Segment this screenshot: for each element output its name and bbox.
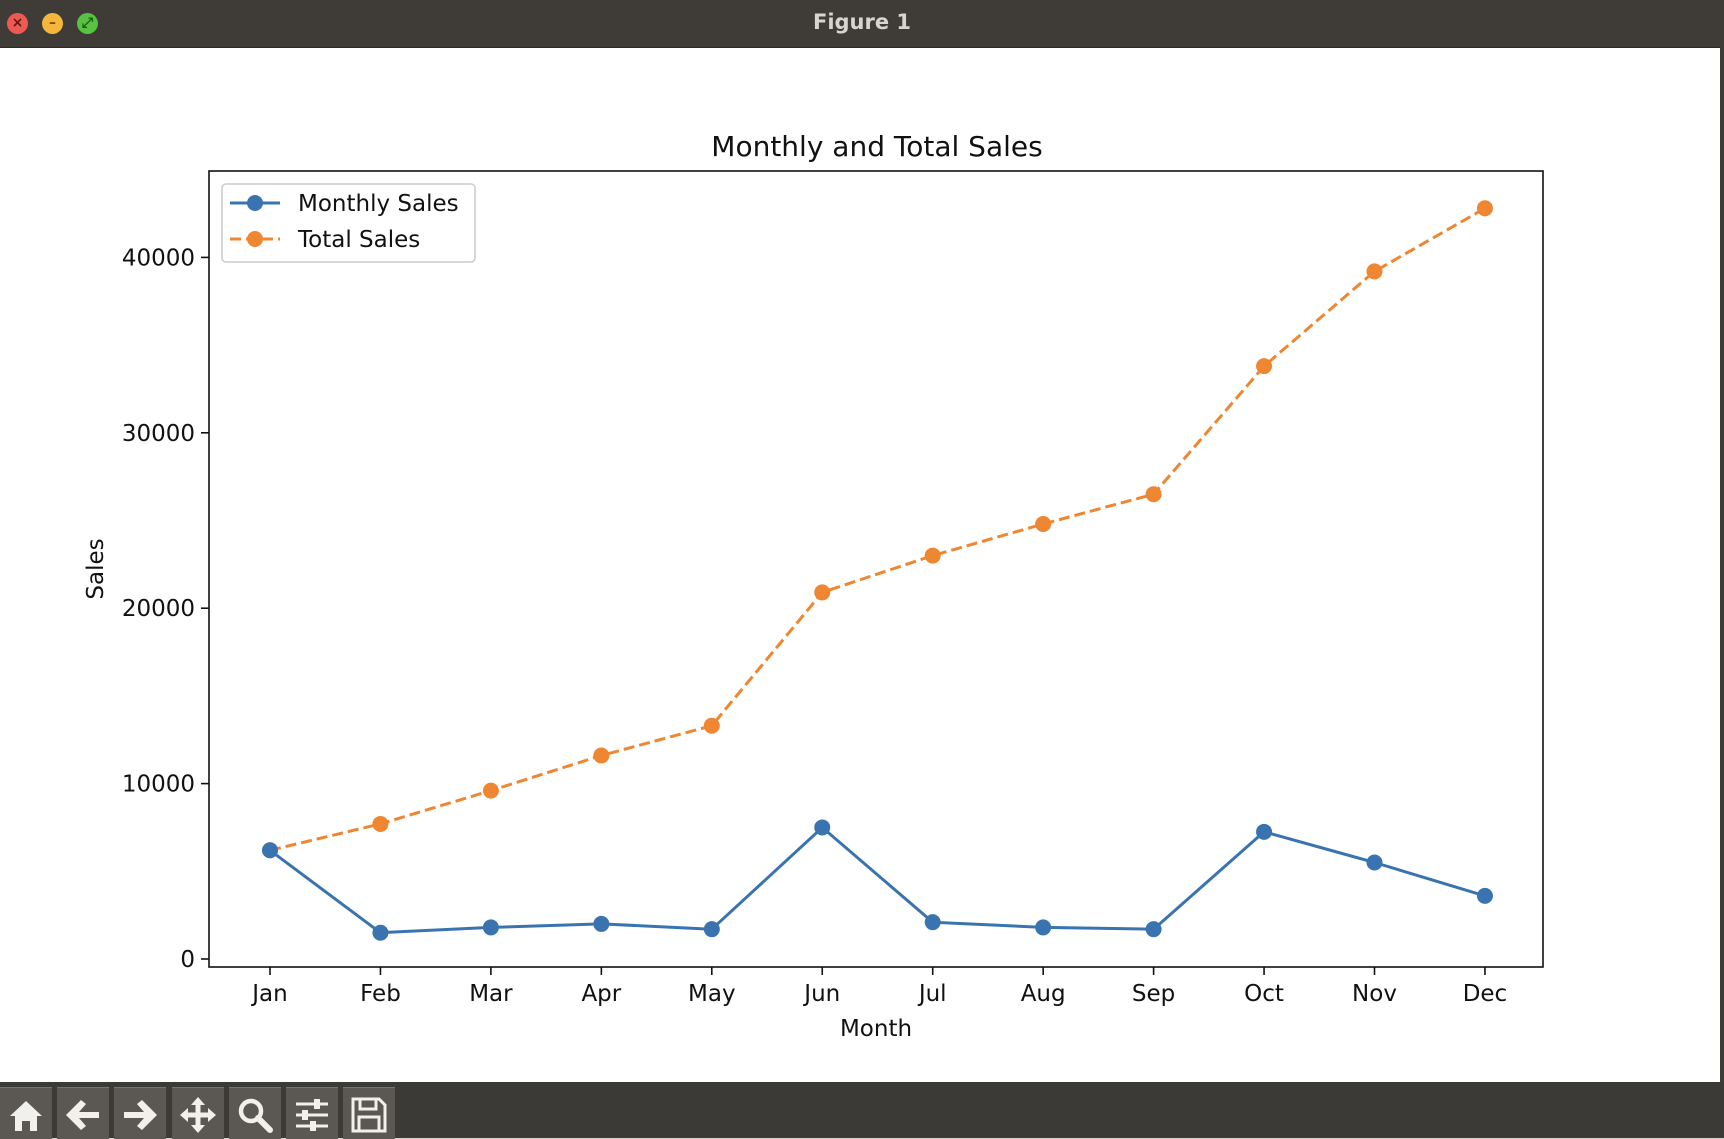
legend-label-monthly: Monthly Sales bbox=[298, 191, 459, 217]
data-point-monthly bbox=[1145, 921, 1162, 938]
close-button[interactable]: × bbox=[7, 13, 28, 34]
back-button[interactable] bbox=[57, 1087, 109, 1139]
data-point-monthly bbox=[262, 842, 278, 859]
forward-button[interactable] bbox=[114, 1087, 166, 1139]
x-tick-label: Jul bbox=[917, 981, 947, 1007]
x-tick-label: Jan bbox=[250, 981, 287, 1007]
y-tick-label: 30000 bbox=[122, 421, 195, 447]
plot-frame bbox=[208, 170, 1544, 968]
data-point-monthly bbox=[1256, 823, 1273, 840]
y-axis-label: Sales bbox=[83, 538, 109, 599]
x-tick-label: Jun bbox=[802, 981, 840, 1007]
maximize-button[interactable]: ⤢ bbox=[77, 13, 98, 34]
data-point-total bbox=[924, 547, 941, 564]
data-point-monthly bbox=[1366, 854, 1383, 871]
back-arrow-icon bbox=[66, 1100, 99, 1130]
pan-button[interactable] bbox=[172, 1087, 224, 1139]
series-line-monthly bbox=[269, 826, 1486, 935]
data-point-total bbox=[814, 584, 831, 601]
x-tick-label: Dec bbox=[1463, 981, 1508, 1007]
x-tick-label: Nov bbox=[1352, 981, 1397, 1007]
y-tick-label: 40000 bbox=[122, 245, 195, 271]
data-point-total bbox=[1256, 358, 1273, 375]
zoom-button[interactable] bbox=[229, 1087, 281, 1139]
data-point-total bbox=[1476, 200, 1493, 217]
pan-icon bbox=[180, 1097, 216, 1133]
legend-label-total: Total Sales bbox=[297, 227, 420, 253]
x-tick-label: Oct bbox=[1244, 981, 1284, 1007]
y-tick-label: 0 bbox=[180, 947, 195, 973]
forward-arrow-icon bbox=[124, 1100, 157, 1130]
series-line-total bbox=[269, 206, 1486, 852]
data-point-monthly bbox=[593, 915, 610, 932]
navigation-toolbar bbox=[0, 1082, 1724, 1139]
home-icon bbox=[10, 1101, 42, 1131]
data-point-total bbox=[482, 782, 499, 799]
figure-canvas: Monthly and Total Sales Jan Feb Mar Apr May J… bbox=[0, 48, 1720, 1082]
x-tick-label: Mar bbox=[469, 981, 513, 1007]
close-icon: × bbox=[11, 15, 24, 31]
chart-legend: Monthly Sales Total Sales bbox=[221, 183, 476, 263]
zoom-icon bbox=[238, 1098, 273, 1133]
data-point-monthly bbox=[814, 819, 831, 836]
data-point-monthly bbox=[372, 924, 389, 941]
home-button[interactable] bbox=[0, 1087, 52, 1139]
minimize-icon: – bbox=[49, 15, 56, 31]
y-tick-label: 10000 bbox=[122, 772, 195, 798]
data-point-total bbox=[593, 747, 610, 764]
save-button[interactable] bbox=[343, 1087, 395, 1139]
data-point-total bbox=[372, 815, 389, 832]
x-tick-label: May bbox=[688, 981, 736, 1007]
x-axis-label: Month bbox=[840, 1016, 912, 1042]
configure-subplots-button[interactable] bbox=[286, 1087, 338, 1139]
chart-title: Monthly and Total Sales bbox=[711, 130, 1042, 163]
legend-box bbox=[221, 183, 476, 263]
data-point-total bbox=[703, 717, 720, 734]
window-edge bbox=[1720, 0, 1724, 1138]
data-point-monthly bbox=[1476, 887, 1493, 904]
data-point-total bbox=[1366, 263, 1383, 280]
legend-marker-total bbox=[247, 231, 263, 247]
maximize-icon: ⤢ bbox=[81, 15, 94, 31]
data-point-monthly bbox=[1035, 919, 1052, 936]
save-icon bbox=[351, 1097, 387, 1133]
data-point-monthly bbox=[924, 914, 941, 931]
data-point-total bbox=[1145, 486, 1162, 503]
title-bar: × – ⤢ Figure 1 bbox=[0, 0, 1724, 48]
configure-subplots-icon bbox=[296, 1099, 328, 1131]
x-tick-label: Apr bbox=[581, 981, 621, 1007]
data-point-monthly bbox=[703, 921, 720, 938]
legend-marker-monthly bbox=[247, 195, 263, 211]
data-point-total bbox=[1035, 516, 1052, 533]
x-tick-label: Aug bbox=[1021, 981, 1066, 1007]
data-point-monthly bbox=[482, 919, 499, 936]
line-chart: Monthly and Total Sales Jan Feb Mar Apr May J… bbox=[83, 130, 1544, 1042]
x-tick-label: Feb bbox=[360, 981, 401, 1007]
x-tick-label: Sep bbox=[1132, 981, 1175, 1007]
window-title: Figure 1 bbox=[812, 10, 912, 34]
minimize-button[interactable]: – bbox=[42, 13, 63, 34]
y-tick-label: 20000 bbox=[122, 596, 195, 622]
